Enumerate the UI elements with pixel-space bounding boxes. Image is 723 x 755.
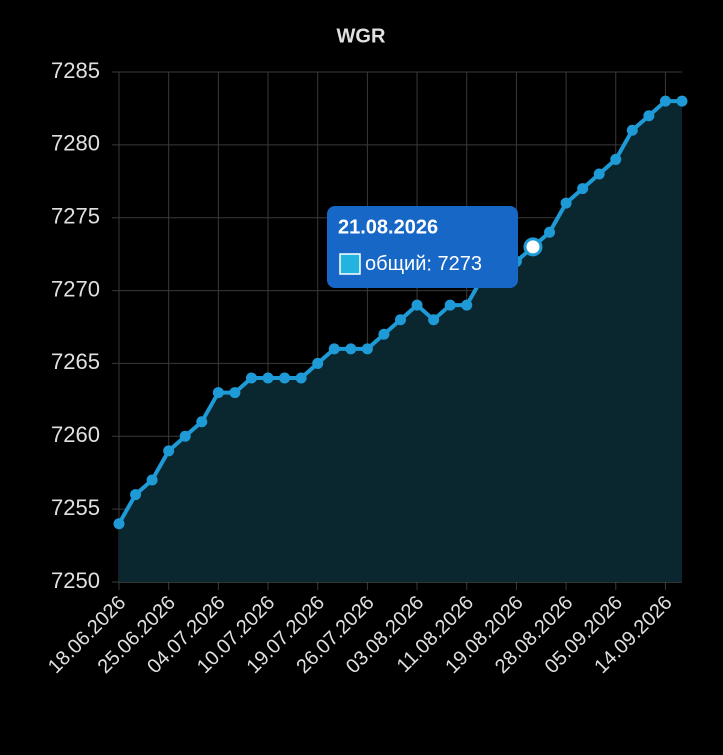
point — [378, 328, 390, 340]
area — [119, 101, 682, 583]
y-tick-label: 7275 — [51, 204, 100, 229]
highlight-point — [523, 237, 543, 257]
point — [279, 372, 291, 384]
y-tick-label: 7250 — [51, 568, 100, 593]
point — [626, 124, 638, 136]
point — [179, 430, 191, 442]
point — [560, 197, 572, 209]
point — [428, 314, 440, 326]
point — [461, 299, 473, 311]
tooltip-series: общий — [365, 253, 426, 275]
point — [345, 343, 357, 355]
point — [245, 372, 257, 384]
y-tick-label: 7280 — [51, 131, 100, 156]
point — [262, 372, 274, 384]
point — [395, 314, 406, 326]
point — [444, 299, 456, 311]
point — [196, 416, 208, 428]
y-tick-label: 7270 — [51, 276, 100, 301]
point — [659, 95, 671, 107]
tooltip-text: общий: 7273 — [365, 253, 482, 275]
point — [577, 183, 589, 195]
point — [146, 474, 158, 486]
y-tick-label: 7260 — [51, 422, 100, 447]
y-tick-label: 7255 — [51, 495, 100, 520]
point — [212, 387, 224, 399]
tooltip-title: 21.08.2026 — [338, 216, 438, 238]
point — [328, 343, 340, 355]
point — [163, 445, 175, 457]
point — [113, 518, 125, 530]
point — [361, 343, 373, 355]
tooltip-box — [327, 206, 518, 288]
y-tick-label: 7285 — [51, 58, 100, 83]
tooltip-value: 7273 — [438, 253, 483, 275]
point — [593, 168, 605, 180]
point — [676, 95, 688, 107]
chart-title: WGR — [337, 25, 386, 47]
point — [610, 153, 622, 165]
point — [130, 489, 142, 501]
point — [643, 110, 655, 122]
y-tick-label: 7265 — [51, 349, 100, 374]
point — [229, 387, 241, 399]
point — [411, 299, 423, 311]
point — [544, 226, 556, 238]
point — [312, 357, 324, 369]
point — [295, 372, 307, 384]
tooltip-swatch — [339, 253, 361, 275]
